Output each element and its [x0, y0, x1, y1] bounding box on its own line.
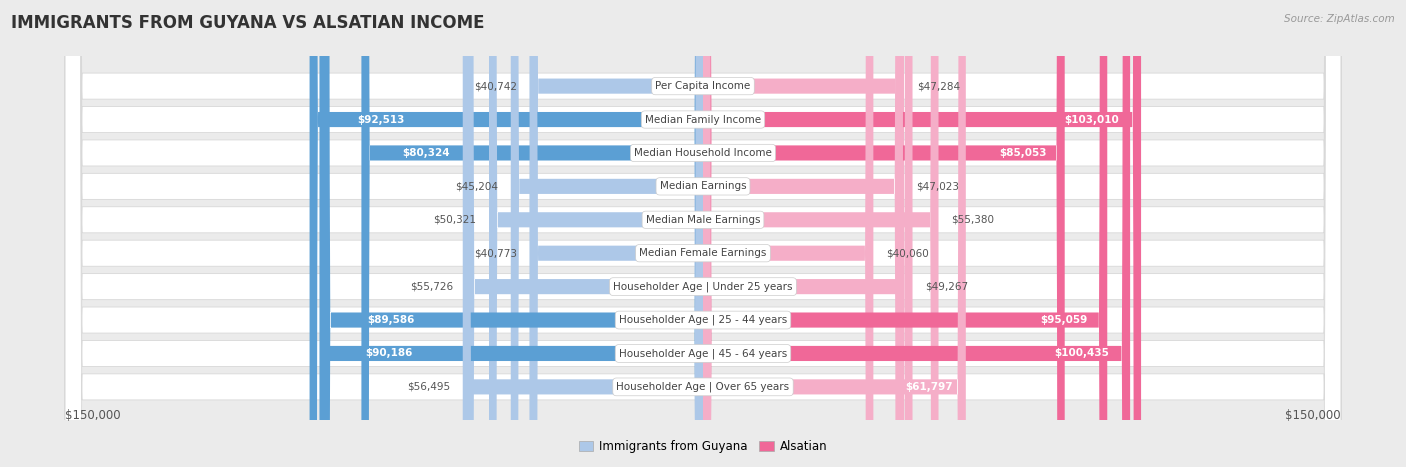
Text: $49,267: $49,267 — [925, 282, 969, 291]
Text: Householder Age | 45 - 64 years: Householder Age | 45 - 64 years — [619, 348, 787, 359]
FancyBboxPatch shape — [65, 0, 1341, 467]
Text: $80,324: $80,324 — [402, 148, 450, 158]
Text: Source: ZipAtlas.com: Source: ZipAtlas.com — [1284, 14, 1395, 24]
FancyBboxPatch shape — [465, 0, 703, 467]
FancyBboxPatch shape — [703, 0, 1064, 467]
Text: IMMIGRANTS FROM GUYANA VS ALSATIAN INCOME: IMMIGRANTS FROM GUYANA VS ALSATIAN INCOM… — [11, 14, 485, 32]
FancyBboxPatch shape — [65, 0, 1341, 467]
FancyBboxPatch shape — [703, 0, 966, 467]
FancyBboxPatch shape — [703, 0, 939, 467]
FancyBboxPatch shape — [65, 0, 1341, 467]
Text: Householder Age | 25 - 44 years: Householder Age | 25 - 44 years — [619, 315, 787, 325]
Text: Median Family Income: Median Family Income — [645, 114, 761, 125]
FancyBboxPatch shape — [703, 0, 904, 467]
FancyBboxPatch shape — [65, 0, 1341, 467]
Text: $47,023: $47,023 — [915, 181, 959, 191]
FancyBboxPatch shape — [530, 0, 703, 467]
Text: $100,435: $100,435 — [1054, 348, 1109, 359]
FancyBboxPatch shape — [703, 0, 903, 467]
Text: $85,053: $85,053 — [1000, 148, 1046, 158]
FancyBboxPatch shape — [703, 0, 1108, 467]
FancyBboxPatch shape — [322, 0, 703, 467]
Text: $40,060: $40,060 — [886, 248, 929, 258]
FancyBboxPatch shape — [309, 0, 703, 467]
Text: $40,742: $40,742 — [474, 81, 517, 91]
FancyBboxPatch shape — [703, 0, 1142, 467]
Text: $92,513: $92,513 — [357, 114, 404, 125]
Text: $55,380: $55,380 — [952, 215, 994, 225]
Text: Median Earnings: Median Earnings — [659, 181, 747, 191]
FancyBboxPatch shape — [361, 0, 703, 467]
Text: $95,059: $95,059 — [1040, 315, 1087, 325]
Text: $89,586: $89,586 — [368, 315, 415, 325]
FancyBboxPatch shape — [65, 0, 1341, 467]
Text: $61,797: $61,797 — [905, 382, 953, 392]
FancyBboxPatch shape — [703, 0, 873, 467]
Legend: Immigrants from Guyana, Alsatian: Immigrants from Guyana, Alsatian — [574, 436, 832, 458]
Text: Householder Age | Over 65 years: Householder Age | Over 65 years — [616, 382, 790, 392]
Text: $56,495: $56,495 — [406, 382, 450, 392]
FancyBboxPatch shape — [65, 0, 1341, 467]
Text: $103,010: $103,010 — [1064, 114, 1119, 125]
FancyBboxPatch shape — [510, 0, 703, 467]
Text: $150,000: $150,000 — [65, 409, 121, 422]
Text: Median Female Earnings: Median Female Earnings — [640, 248, 766, 258]
FancyBboxPatch shape — [530, 0, 703, 467]
FancyBboxPatch shape — [65, 0, 1341, 467]
FancyBboxPatch shape — [65, 0, 1341, 467]
Text: Median Male Earnings: Median Male Earnings — [645, 215, 761, 225]
FancyBboxPatch shape — [463, 0, 703, 467]
Text: $47,284: $47,284 — [917, 81, 960, 91]
FancyBboxPatch shape — [489, 0, 703, 467]
Text: Per Capita Income: Per Capita Income — [655, 81, 751, 91]
Text: $55,726: $55,726 — [411, 282, 453, 291]
Text: $50,321: $50,321 — [433, 215, 477, 225]
FancyBboxPatch shape — [703, 0, 1130, 467]
Text: $150,000: $150,000 — [1285, 409, 1341, 422]
Text: Householder Age | Under 25 years: Householder Age | Under 25 years — [613, 282, 793, 292]
FancyBboxPatch shape — [703, 0, 912, 467]
Text: $40,773: $40,773 — [474, 248, 517, 258]
FancyBboxPatch shape — [65, 0, 1341, 467]
FancyBboxPatch shape — [65, 0, 1341, 467]
FancyBboxPatch shape — [319, 0, 703, 467]
Text: $90,186: $90,186 — [366, 348, 413, 359]
Text: $45,204: $45,204 — [456, 181, 498, 191]
Text: Median Household Income: Median Household Income — [634, 148, 772, 158]
